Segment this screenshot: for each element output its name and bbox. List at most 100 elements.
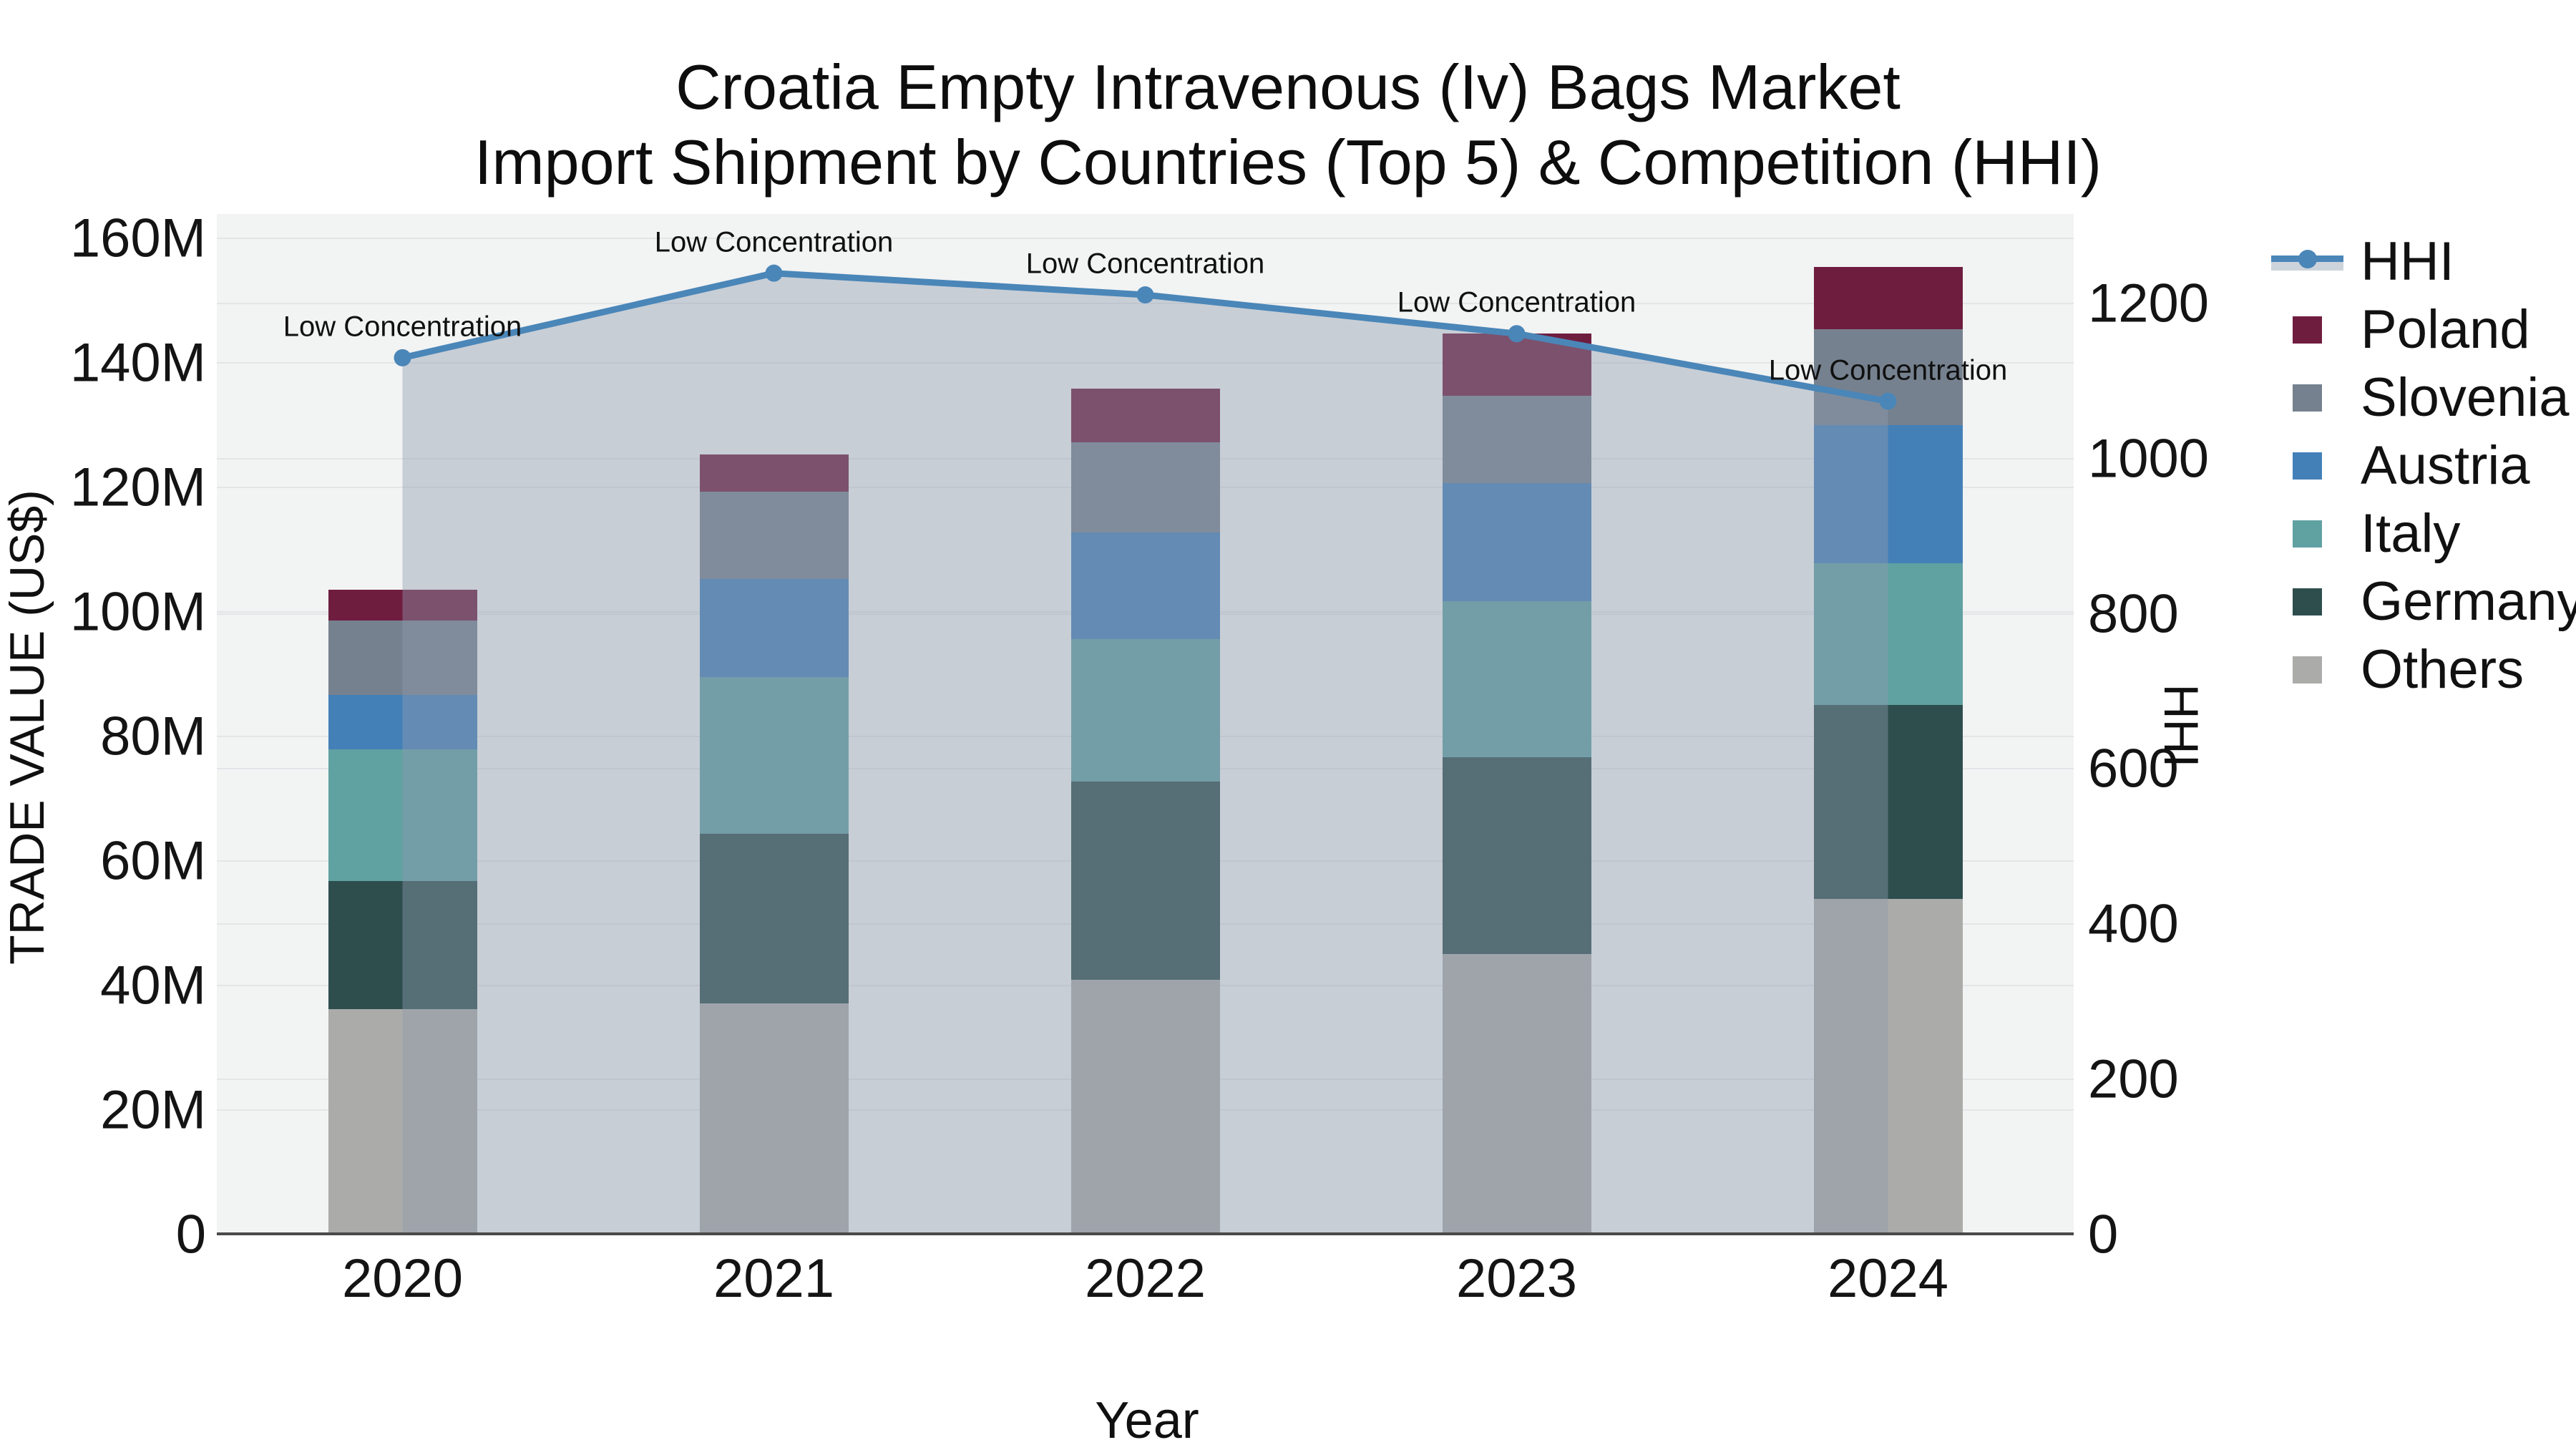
hhi-marker-2023[interactable] <box>1508 325 1526 343</box>
chart-title-line1: Croatia Empty Intravenous (Iv) Bags Mark… <box>675 52 1901 122</box>
legend-item-italy[interactable]: Italy <box>2271 500 2576 568</box>
ytick-left-0: 0 <box>175 1204 206 1265</box>
bar-segment-austria-2023[interactable] <box>1442 482 1591 602</box>
x-axis-title: Year <box>1095 1392 1199 1449</box>
xtick-2021: 2021 <box>713 1248 835 1309</box>
color-swatch-icon <box>2293 520 2322 548</box>
annotation-2023: Low Concentration <box>1397 286 1636 318</box>
ytick-left-160M: 160M <box>69 208 206 269</box>
bar-segment-slovenia-2023[interactable] <box>1442 396 1591 483</box>
legend-swatch-others-icon <box>2271 648 2343 691</box>
legend-item-poland[interactable]: Poland <box>2271 296 2576 364</box>
ytick-left-80M: 80M <box>100 706 206 767</box>
bar-2021 <box>699 454 849 1235</box>
legend-item-others[interactable]: Others <box>2271 636 2576 704</box>
color-swatch-icon <box>2293 588 2322 615</box>
color-swatch-icon <box>2293 656 2322 683</box>
hhi-marker-2022[interactable] <box>1136 286 1154 304</box>
color-swatch-icon <box>2293 384 2322 412</box>
bar-segment-others-2024[interactable] <box>1813 899 1963 1235</box>
bar-segment-germany-2023[interactable] <box>1442 756 1591 954</box>
bar-segment-italy-2020[interactable] <box>328 749 477 881</box>
legend-swatch-germany-icon <box>2271 580 2343 623</box>
bar-segment-austria-2020[interactable] <box>328 694 477 750</box>
legend-label-hhi: HHI <box>2361 231 2454 292</box>
hhi-marker-2024[interactable] <box>1879 392 1897 410</box>
legend-label-poland: Poland <box>2361 299 2530 360</box>
color-swatch-icon <box>2293 316 2322 344</box>
bar-segment-germany-2021[interactable] <box>699 833 849 1004</box>
legend-label-germany: Germany <box>2361 571 2576 632</box>
bar-segment-austria-2024[interactable] <box>1813 425 1963 564</box>
legend-label-austria: Austria <box>2361 435 2530 496</box>
legend-label-slovenia: Slovenia <box>2361 367 2570 428</box>
legend-swatch-poland-icon <box>2271 308 2343 351</box>
annotation-2024: Low Concentration <box>1768 354 2008 386</box>
ytick-left-40M: 40M <box>100 955 206 1016</box>
ytick-right-400: 400 <box>2088 893 2179 955</box>
bar-segment-others-2020[interactable] <box>328 1009 477 1235</box>
legend-item-slovenia[interactable]: Slovenia <box>2271 364 2576 432</box>
bar-segment-italy-2021[interactable] <box>699 677 849 834</box>
bar-segment-germany-2024[interactable] <box>1813 704 1963 900</box>
legend-label-others: Others <box>2361 639 2524 700</box>
bar-segment-others-2022[interactable] <box>1070 980 1220 1235</box>
y-axis-left-title: TRADE VALUE (US$) <box>0 490 54 965</box>
annotation-2021: Low Concentration <box>654 226 894 258</box>
bar-segment-poland-2021[interactable] <box>699 454 849 492</box>
legend-item-hhi[interactable]: HHI <box>2271 228 2576 296</box>
xtick-2020: 2020 <box>341 1248 464 1309</box>
legend-swatch-slovenia-icon <box>2271 376 2343 419</box>
bar-segment-poland-2022[interactable] <box>1070 388 1220 443</box>
xtick-2024: 2024 <box>1827 1248 1949 1309</box>
gridline-left-160 <box>217 238 2074 239</box>
legend-item-germany[interactable]: Germany <box>2271 568 2576 636</box>
legend: HHI Poland Slovenia Austria Italy Germany Othe… <box>2271 228 2576 704</box>
legend-swatch-austria-icon <box>2271 444 2343 487</box>
legend-swatch-italy-icon <box>2271 512 2343 555</box>
bar-segment-slovenia-2020[interactable] <box>328 621 477 695</box>
chart-title: Croatia Empty Intravenous (Iv) Bags Mark… <box>0 50 2576 200</box>
ytick-left-60M: 60M <box>100 830 206 892</box>
hhi-marker-2021[interactable] <box>765 264 783 282</box>
bar-segment-slovenia-2022[interactable] <box>1070 442 1220 532</box>
bar-segment-italy-2024[interactable] <box>1813 563 1963 705</box>
ytick-right-200: 200 <box>2088 1048 2179 1110</box>
bar-segment-germany-2020[interactable] <box>328 880 477 1010</box>
bar-2022 <box>1070 388 1220 1235</box>
bar-segment-poland-2023[interactable] <box>1442 334 1591 396</box>
bar-segment-others-2021[interactable] <box>699 1003 849 1235</box>
bar-segment-germany-2022[interactable] <box>1070 781 1220 981</box>
legend-label-italy: Italy <box>2361 503 2461 564</box>
ytick-right-800: 800 <box>2088 583 2179 645</box>
bar-segment-poland-2024[interactable] <box>1813 267 1963 330</box>
bar-segment-austria-2022[interactable] <box>1070 532 1220 640</box>
ytick-left-20M: 20M <box>100 1079 206 1141</box>
annotation-2020: Low Concentration <box>283 311 522 343</box>
legend-swatch-hhi-line-icon <box>2271 240 2343 283</box>
plot-area: Low Concentration Low Concentration Low Co… <box>217 214 2074 1235</box>
ytick-left-100M: 100M <box>69 581 206 643</box>
annotation-2022: Low Concentration <box>1025 248 1265 280</box>
ytick-right-1000: 1000 <box>2088 428 2210 490</box>
ytick-left-140M: 140M <box>69 332 206 394</box>
bar-2024 <box>1813 267 1963 1235</box>
hhi-marker-2020[interactable] <box>394 349 411 366</box>
bar-segment-poland-2020[interactable] <box>328 589 477 621</box>
chart-title-line2: Import Shipment by Countries (Top 5) & C… <box>474 126 2102 198</box>
xtick-2022: 2022 <box>1084 1248 1206 1309</box>
xtick-2023: 2023 <box>1455 1248 1578 1309</box>
bar-segment-austria-2021[interactable] <box>699 578 849 678</box>
y-axis-right-title: HHI <box>2154 683 2208 768</box>
ytick-left-120M: 120M <box>69 457 206 518</box>
x-axis-line <box>217 1232 2074 1235</box>
ytick-right-600: 600 <box>2088 738 2179 799</box>
bar-segment-italy-2023[interactable] <box>1442 601 1591 757</box>
legend-item-austria[interactable]: Austria <box>2271 432 2576 500</box>
bar-segment-slovenia-2021[interactable] <box>699 492 849 579</box>
ytick-right-0: 0 <box>2088 1204 2119 1265</box>
bar-segment-others-2023[interactable] <box>1442 953 1591 1235</box>
hhi-marker-sample <box>2298 249 2317 268</box>
bar-segment-italy-2022[interactable] <box>1070 639 1220 782</box>
